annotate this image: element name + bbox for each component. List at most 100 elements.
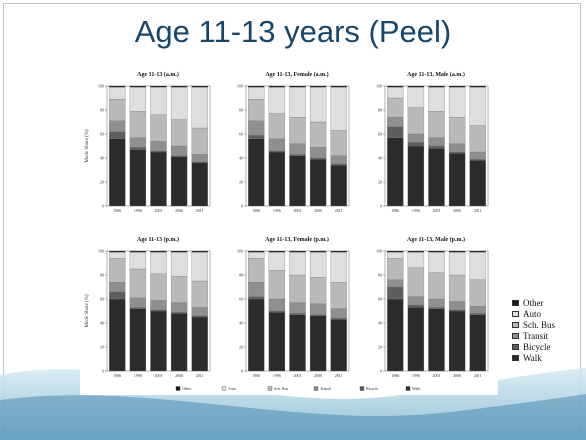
legend-label: Sch. Bus bbox=[523, 319, 556, 330]
y-tick-label: 40 bbox=[100, 156, 104, 161]
bar-segment bbox=[407, 85, 425, 88]
bar-segment bbox=[170, 252, 188, 277]
bar-segment bbox=[268, 312, 286, 372]
y-tick-label: 0 bbox=[380, 204, 382, 209]
x-tick-label: 1986 bbox=[252, 373, 260, 378]
bar-segment bbox=[407, 304, 425, 308]
legend-item: Auto bbox=[512, 308, 580, 319]
bar-segment bbox=[330, 163, 347, 166]
bar-segment bbox=[109, 85, 126, 88]
bar-segment bbox=[150, 151, 167, 207]
x-tick-label: 1996 bbox=[412, 208, 420, 213]
x-tick-label: 2011 bbox=[335, 373, 343, 378]
legend-item: Transit bbox=[512, 330, 580, 341]
y-tick-label: 40 bbox=[239, 321, 243, 326]
bar-segment bbox=[191, 127, 208, 155]
bar-segment bbox=[407, 267, 425, 297]
bar-segment bbox=[330, 252, 347, 283]
legend-label: Walk bbox=[412, 386, 420, 391]
y-tick-label: 80 bbox=[239, 108, 243, 113]
legend-swatch bbox=[512, 332, 519, 339]
bar-segment bbox=[191, 87, 208, 129]
bar-segment bbox=[387, 117, 404, 127]
bar-segment bbox=[407, 296, 425, 306]
bar-segment bbox=[150, 273, 167, 301]
bar-segment bbox=[150, 150, 167, 153]
bar-segment bbox=[109, 250, 126, 253]
bar-segment bbox=[129, 149, 147, 207]
bar-segment bbox=[170, 119, 188, 147]
bar-segment bbox=[109, 131, 126, 139]
bar-segment bbox=[387, 252, 404, 259]
bar-segment bbox=[428, 252, 445, 273]
legend-label: Bicycle bbox=[366, 386, 378, 391]
y-tick-label: 60 bbox=[378, 297, 382, 302]
y-tick-label: 100 bbox=[237, 249, 243, 254]
bar-segment bbox=[129, 85, 147, 88]
legend-label: Transit bbox=[523, 330, 549, 341]
bar-segment bbox=[170, 155, 188, 157]
bar-segment bbox=[330, 85, 347, 88]
x-tick-label: 2006 bbox=[314, 373, 322, 378]
bar-segment bbox=[150, 87, 167, 115]
legend-label: Auto bbox=[228, 386, 236, 391]
bar-segment bbox=[309, 277, 327, 304]
panel-title: Age 11-13, Female (a.m.) bbox=[265, 71, 328, 78]
x-tick-label: 1986 bbox=[391, 373, 399, 378]
bar-segment bbox=[289, 87, 306, 118]
legend-item: Bicycle bbox=[512, 341, 580, 352]
y-tick-label: 80 bbox=[378, 108, 382, 113]
bar-segment bbox=[330, 130, 347, 156]
bar-segment bbox=[268, 310, 286, 313]
y-tick-label: 20 bbox=[100, 180, 104, 185]
bar-segment bbox=[448, 153, 466, 207]
x-tick-label: 2006 bbox=[453, 373, 461, 378]
bar-segment bbox=[248, 99, 265, 121]
bar-segment bbox=[191, 316, 208, 372]
bar-segment bbox=[448, 87, 466, 118]
legend-swatch bbox=[313, 386, 319, 391]
x-tick-label: 1996 bbox=[273, 373, 281, 378]
bar-segment bbox=[170, 250, 188, 253]
y-tick-label: 60 bbox=[100, 132, 104, 137]
bar-segment bbox=[309, 85, 327, 88]
x-tick-label: 2011 bbox=[474, 373, 482, 378]
x-tick-label: 2001 bbox=[155, 373, 163, 378]
bar-segment bbox=[309, 315, 327, 372]
legend-label: Transit bbox=[320, 386, 332, 391]
bar-segment bbox=[129, 137, 147, 148]
bar-segment bbox=[289, 314, 306, 372]
bar-segment bbox=[248, 135, 265, 139]
bar-segment bbox=[150, 141, 167, 151]
bar-segment bbox=[309, 314, 327, 316]
legend-item: Other bbox=[512, 297, 580, 308]
bar-segment bbox=[191, 154, 208, 162]
side-legend: Other Auto Sch. Bus Transit Bicycle Walk bbox=[512, 297, 580, 363]
bar-segment bbox=[191, 162, 208, 207]
y-tick-label: 20 bbox=[378, 180, 382, 185]
bar-segment bbox=[129, 147, 147, 150]
bar-segment bbox=[387, 298, 404, 372]
bar-segment bbox=[150, 252, 167, 274]
bar-segment bbox=[407, 107, 425, 135]
bar-segment bbox=[407, 87, 425, 108]
chart-figure: Age 11-13 (a.m.) 0 20 40 60 80 100 Mode Share (… bbox=[80, 64, 498, 395]
slide-title: Age 11-13 years (Peel) bbox=[134, 14, 452, 49]
y-tick-label: 0 bbox=[380, 369, 382, 374]
bar-segment bbox=[469, 252, 486, 280]
bar-segment bbox=[170, 312, 188, 314]
x-tick-label: 1986 bbox=[391, 208, 399, 213]
bar-segment bbox=[129, 297, 147, 308]
y-tick-label: 80 bbox=[100, 108, 104, 113]
bar-segment bbox=[330, 250, 347, 253]
bar-segment bbox=[150, 300, 167, 310]
legend-item: Walk bbox=[512, 352, 580, 363]
bar-segment bbox=[407, 142, 425, 147]
bar-segment bbox=[428, 298, 445, 308]
y-tick-label: 40 bbox=[239, 156, 243, 161]
bar-segment bbox=[191, 280, 208, 308]
legend-swatch bbox=[267, 386, 273, 391]
bar-segment bbox=[330, 319, 347, 372]
bar-segment bbox=[191, 250, 208, 253]
panel-title: Age 11-13, Male (a.m.) bbox=[407, 71, 465, 78]
